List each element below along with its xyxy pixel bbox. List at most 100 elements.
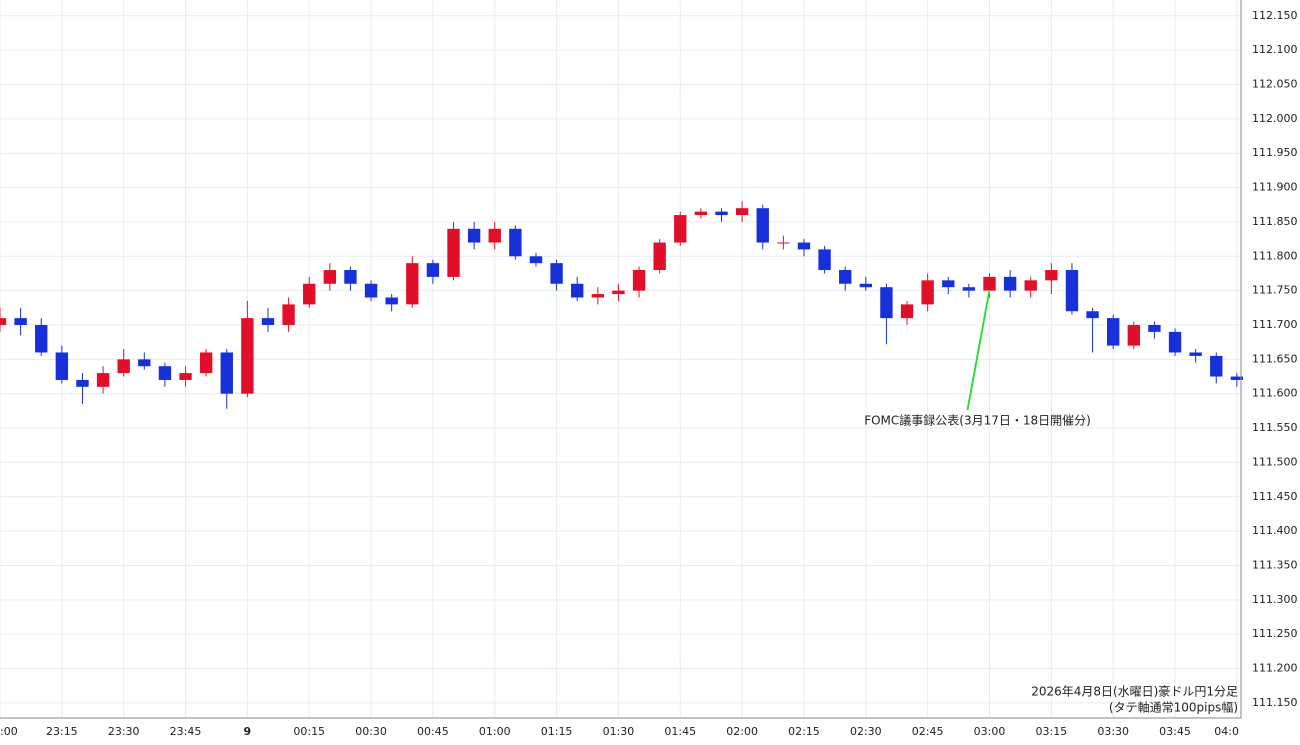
candle-body xyxy=(715,211,728,216)
candle-body xyxy=(1003,276,1017,291)
x-tick-label: 00:45 xyxy=(417,725,449,738)
candle-body xyxy=(591,294,605,298)
candle-body xyxy=(529,256,543,264)
y-tick-label: 111.250 xyxy=(1252,627,1298,640)
candle-body xyxy=(344,270,357,284)
candle-body xyxy=(694,211,708,216)
x-tick-label: 00:30 xyxy=(355,725,387,738)
candle-body xyxy=(179,373,192,380)
candles: FOMC議事録公表(3月17日・18日開催分) xyxy=(0,201,1244,428)
y-tick-label: 111.650 xyxy=(1252,352,1298,365)
candle-body xyxy=(1107,318,1120,346)
candle-body xyxy=(777,242,790,244)
x-tick-label: 01:45 xyxy=(664,725,696,738)
x-tick-label: 03:45 xyxy=(1159,725,1191,738)
candle-body xyxy=(1024,280,1037,291)
x-tick-label: 03:15 xyxy=(1035,725,1067,738)
candle-body xyxy=(426,263,440,277)
candle-body xyxy=(323,270,337,284)
candle-body xyxy=(96,373,110,387)
candle-body xyxy=(117,359,130,374)
y-tick-label: 111.350 xyxy=(1252,558,1298,571)
candle-body xyxy=(303,283,316,305)
candle-body xyxy=(364,283,378,298)
annotation: FOMC議事録公表(3月17日・18日開催分) xyxy=(864,413,1091,428)
y-tick-label: 112.100 xyxy=(1252,43,1298,56)
y-tick-label: 111.400 xyxy=(1252,524,1298,537)
x-tick-label: 02:30 xyxy=(850,725,882,738)
y-tick-label: 111.950 xyxy=(1252,146,1298,159)
candle-body xyxy=(797,242,811,250)
y-tick-label: 112.050 xyxy=(1252,78,1298,91)
caption: 2026年4月8日(水曜日)豪ドル円1分足 xyxy=(1031,684,1238,699)
y-tick-label: 111.800 xyxy=(1252,249,1298,262)
y-tick-label: 111.300 xyxy=(1252,593,1298,606)
candle-body xyxy=(199,352,213,374)
y-tick-label: 111.750 xyxy=(1252,284,1298,297)
candle-body xyxy=(859,283,872,288)
y-tick-label: 112.150 xyxy=(1252,9,1298,22)
candle-body xyxy=(1065,270,1079,312)
x-tick-label: 00:15 xyxy=(293,725,325,738)
candle-body xyxy=(735,208,749,216)
x-tick-label: 9 xyxy=(244,725,252,738)
x-tick-label: 23:15 xyxy=(46,725,78,738)
candle-body xyxy=(632,270,646,291)
candle-body xyxy=(138,359,151,367)
candle-body xyxy=(261,318,275,325)
candle-body xyxy=(942,280,955,288)
x-tick-label: 01:00 xyxy=(479,725,511,738)
candle-body xyxy=(35,324,48,353)
candle-body xyxy=(1045,270,1058,281)
candle-body xyxy=(550,263,563,284)
candle-body xyxy=(1148,324,1161,332)
y-tick-label: 111.450 xyxy=(1252,490,1298,503)
caption: (タテ軸通常100pips幅) xyxy=(1109,700,1238,715)
candle-body xyxy=(0,318,7,325)
candle-body xyxy=(282,304,295,325)
candle-body xyxy=(76,379,89,387)
candle-body xyxy=(1189,352,1202,356)
x-tick-label: 01:30 xyxy=(603,725,635,738)
candle-body xyxy=(756,208,769,243)
x-tick-label: 23:30 xyxy=(108,725,140,738)
candle-body xyxy=(900,304,914,319)
x-tick-label: :00 xyxy=(0,725,18,738)
candle-body xyxy=(220,352,233,394)
x-tick-label: 03:30 xyxy=(1097,725,1129,738)
candle-body xyxy=(1168,331,1182,353)
candle-body xyxy=(839,270,852,284)
candle-body xyxy=(983,276,996,291)
candle-body xyxy=(467,228,481,243)
candle-body xyxy=(158,366,172,380)
candle-body xyxy=(1127,324,1140,346)
candle-body xyxy=(818,249,831,271)
candle-body xyxy=(406,263,419,305)
y-tick-label: 111.700 xyxy=(1252,318,1298,331)
x-tick-label: 02:45 xyxy=(912,725,944,738)
candle-body xyxy=(14,318,27,325)
candle-body xyxy=(612,290,625,295)
y-tick-label: 111.500 xyxy=(1252,455,1298,468)
candle-body xyxy=(674,215,687,243)
x-tick-label: 02:15 xyxy=(788,725,820,738)
annotation-line xyxy=(966,289,991,411)
x-tick-label: 23:45 xyxy=(170,725,202,738)
candle-body xyxy=(921,280,934,305)
y-tick-label: 111.150 xyxy=(1252,696,1298,709)
x-tick-label: 03:00 xyxy=(974,725,1006,738)
candle-body xyxy=(962,287,976,291)
x-tick-label: 01:15 xyxy=(541,725,573,738)
axes: 111.150 111.200 111.250 111.300 111.350 111.4… xyxy=(0,9,1298,738)
candle-body xyxy=(653,242,666,271)
candle-body xyxy=(1086,311,1099,319)
candle-body xyxy=(1210,355,1223,377)
x-tick-label: 04:0 xyxy=(1214,725,1239,738)
candle-body xyxy=(447,228,460,277)
candle-body xyxy=(880,287,893,319)
candle-body xyxy=(509,228,522,257)
y-tick-label: 111.550 xyxy=(1252,421,1298,434)
y-tick-label: 111.900 xyxy=(1252,181,1298,194)
